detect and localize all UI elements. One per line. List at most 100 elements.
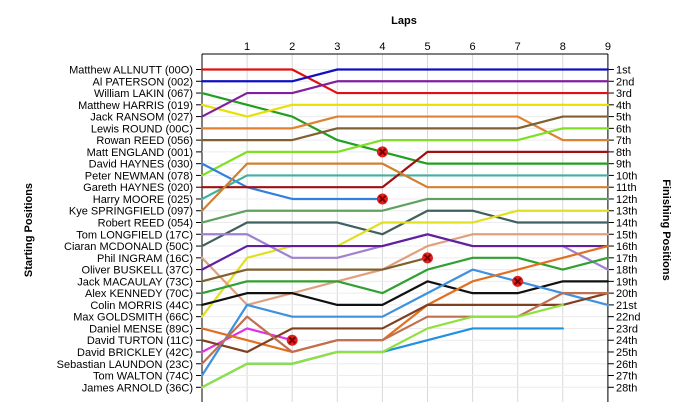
retired-x-icon — [376, 146, 388, 158]
finishing-position-label: 26th — [616, 359, 637, 371]
finishing-position-label: 17th — [616, 253, 637, 265]
starting-driver-label: Max GOLDSMITH (66C) — [73, 312, 193, 324]
starting-driver-label: Phil INGRAM (16C) — [97, 253, 193, 265]
starting-driver-label: Oliver BUSKELL (37C) — [82, 265, 193, 277]
driver-position-line — [200, 256, 429, 283]
driver-position-line — [200, 68, 610, 95]
lap-tick-label: 3 — [334, 41, 340, 53]
finishing-position-label: 1st — [616, 65, 631, 77]
driver-position-line — [200, 150, 610, 189]
lap-tick-label: 5 — [424, 41, 430, 53]
starting-driver-label: Peter NEWMAN (078) — [85, 170, 193, 182]
starting-driver-label: Daniel MENSE (89C) — [89, 323, 193, 335]
driver-position-line — [200, 233, 610, 271]
driver-position-line — [200, 268, 610, 377]
driver-position-line — [200, 68, 610, 83]
retirement-markers — [286, 146, 524, 346]
driver-position-line — [200, 103, 610, 118]
finishing-position-label: 3rd — [616, 88, 632, 100]
starting-driver-label: Harry MOORE (025) — [93, 194, 193, 206]
finishing-position-label: 21st — [616, 300, 637, 312]
finishing-position-label: 18th — [616, 265, 637, 277]
retired-marker-cross — [513, 277, 522, 286]
starting-driver-label: Alex KENNEDY (70C) — [85, 288, 193, 300]
finishing-position-label: 24th — [616, 335, 637, 347]
starting-driver-label: Sebastian LAUNDON (23C) — [57, 359, 193, 371]
starting-driver-label: Matthew ALLNUTT (00O) — [69, 65, 193, 77]
retired-marker-cross — [378, 195, 387, 203]
lap-tick-label: 1 — [244, 41, 250, 53]
finishing-position-label: 22nd — [616, 312, 640, 324]
retired-marker-cross — [423, 254, 432, 262]
lap-tick-label: 4 — [379, 41, 385, 53]
finishing-position-label: 16th — [616, 241, 637, 253]
starting-driver-label: Gareth HAYNES (020) — [83, 182, 193, 194]
finishing-position-label: 5th — [616, 112, 631, 124]
lap-tick-label: 8 — [560, 41, 566, 53]
finishing-position-label: 7th — [616, 135, 631, 147]
finishing-position-label: 25th — [616, 347, 637, 359]
starting-driver-label: David BRICKLEY (42C) — [77, 347, 193, 359]
finishing-position-label: 19th — [616, 276, 637, 288]
finishing-position-label: 11th — [616, 182, 637, 194]
lap-tick-labels: 1 2 3 4 5 6 7 8 9 — [244, 41, 611, 53]
finishing-position-label: 15th — [616, 229, 637, 241]
starting-driver-label: Robert REED (054) — [98, 218, 193, 230]
driver-position-line — [200, 209, 610, 318]
finishing-position-label: 4th — [616, 100, 631, 112]
grid-lines — [196, 53, 614, 402]
driver-position-line — [200, 127, 610, 177]
lap-tick-label: 7 — [515, 41, 521, 53]
retired-marker-cross — [288, 336, 296, 344]
retired-x-icon — [376, 193, 388, 205]
finishing-position-label: 14th — [616, 218, 637, 230]
driver-position-line — [200, 162, 610, 212]
driver-position-line — [200, 233, 610, 306]
finishing-position-label: 6th — [616, 123, 631, 135]
starting-driver-label: Jack MACAULAY (73C) — [77, 276, 193, 288]
finishing-position-label: 20th — [616, 288, 637, 300]
finishing-position-label: 13th — [616, 206, 637, 218]
finishing-positions-axis-title: Finishing Positions — [660, 179, 672, 280]
retired-x-icon — [286, 334, 298, 346]
starting-driver-label: David TURTON (11C) — [87, 335, 193, 347]
retired-marker-cross — [378, 148, 387, 156]
retired-x-icon — [422, 252, 433, 264]
finishing-position-label: 2nd — [616, 76, 634, 88]
lap-tick-label: 2 — [289, 41, 295, 53]
starting-driver-label: Jack RANSOM (027) — [90, 112, 193, 124]
starting-driver-label: Al PATERSON (002) — [93, 76, 193, 88]
starting-driver-label: Ciaran MCDONALD (50C) — [64, 241, 193, 253]
starting-driver-label: Rowan REED (056) — [96, 135, 193, 147]
driver-position-line — [200, 80, 610, 118]
starting-driver-label: Matthew HARRIS (019) — [78, 100, 193, 112]
retired-x-icon — [512, 275, 524, 287]
driver-position-line — [200, 197, 610, 224]
driver-position-line — [200, 292, 610, 365]
starting-positions-axis-title: Starting Positions — [23, 183, 35, 277]
starting-position-labels: Matthew ALLNUTT (00O)Al PATERSON (002)Wi… — [57, 65, 193, 395]
finishing-position-label: 23rd — [616, 323, 638, 335]
finishing-position-label: 10th — [616, 170, 637, 182]
finishing-position-label: 12th — [616, 194, 637, 206]
starting-driver-label: Lewis ROUND (00C) — [91, 123, 193, 135]
driver-position-line — [200, 115, 610, 142]
position-series — [200, 68, 610, 389]
starting-driver-label: Colin MORRIS (44C) — [90, 300, 193, 312]
finishing-position-label: 9th — [616, 159, 631, 171]
driver-position-line — [200, 115, 610, 142]
finishing-position-label: 28th — [616, 382, 637, 394]
driver-position-line — [200, 244, 610, 354]
driver-position-line — [200, 303, 564, 389]
finishing-position-label: 8th — [616, 147, 631, 159]
starting-driver-label: David HAYNES (030) — [89, 159, 193, 171]
starting-driver-label: Tom WALTON (74C) — [93, 371, 193, 383]
lap-tick-label: 6 — [470, 41, 476, 53]
finishing-position-label: 27th — [616, 371, 637, 383]
starting-driver-label: Tom LONGFIELD (17C) — [76, 229, 193, 241]
finishing-position-labels: 1st2nd3rd4th5th6th7th8th9th10th11th12th1… — [616, 65, 640, 395]
starting-driver-label: Kye SPRINGFIELD (097) — [69, 206, 193, 218]
starting-driver-label: James ARNOLD (36C) — [82, 382, 193, 394]
